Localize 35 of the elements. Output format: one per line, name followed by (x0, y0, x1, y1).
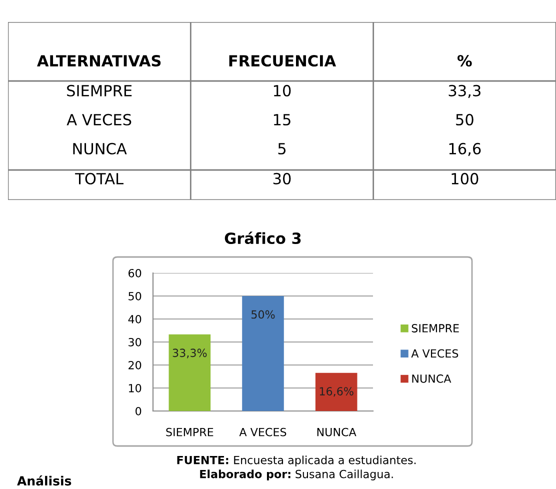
data-label: 50 (456, 114, 474, 126)
legend-label: SIEMPRE (412, 324, 459, 332)
legend-label: A VECES (411, 349, 458, 358)
data-label: 33,3 (448, 84, 480, 98)
y-tick-label: 60 (128, 268, 142, 278)
y-tick-label: 20 (128, 360, 142, 370)
data-label: 33,3% (172, 348, 207, 358)
category-label: TOTAL (75, 172, 124, 184)
y-tick-label: 10 (128, 384, 142, 392)
text: Análisis (17, 475, 72, 486)
y-tick-label: 50 (128, 292, 142, 300)
text: FRECUENCIA (229, 54, 336, 67)
y-tick-label: 30 (128, 338, 142, 346)
category-label: A VECES (66, 114, 132, 126)
data-label: 16,6% (320, 387, 354, 397)
x-tick-label: NUNCA (317, 428, 356, 436)
data-label: 5 (278, 143, 286, 154)
category-label: NUNCA (73, 142, 127, 154)
x-tick-label: A VECES (239, 428, 286, 436)
y-tick-label: 0 (136, 406, 142, 416)
source-note: FUENTE: Encuesta aplicada a estudiantes. (177, 456, 416, 466)
text: ALTERNATIVAS (37, 54, 161, 67)
y-tick-label: 40 (128, 314, 142, 324)
data-label: 30 (273, 172, 291, 184)
data-label: 10 (274, 84, 291, 96)
chart-title: Gráfico 3 (224, 232, 301, 244)
category-label: SIEMPRE (67, 84, 132, 96)
text: % (458, 54, 472, 67)
legend-label: NUNCA (412, 374, 452, 383)
text: Elaborado por: Susana Caillagua. (200, 470, 393, 480)
x-tick-label: SIEMPRE (166, 428, 214, 436)
data-label: 16,6 (449, 142, 481, 156)
data-label: 100 (452, 172, 478, 184)
data-label: 15 (274, 114, 290, 126)
data-label: 50% (252, 310, 275, 319)
